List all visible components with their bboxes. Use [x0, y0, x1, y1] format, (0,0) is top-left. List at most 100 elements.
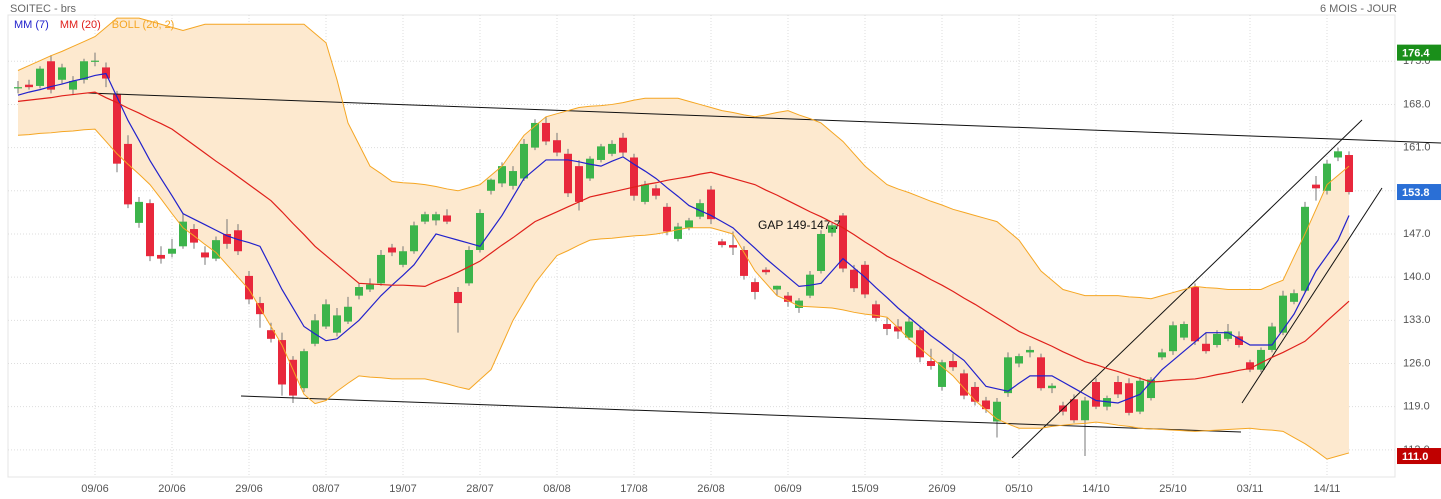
x-tick-label: 14/11: [1314, 483, 1341, 495]
candle-body: [476, 213, 484, 251]
candle-body: [740, 250, 748, 276]
x-tick-label: 06/09: [774, 483, 802, 495]
candle-body: [25, 84, 33, 88]
candle-body: [608, 143, 616, 154]
candle-body: [399, 251, 407, 265]
candle-body: [1114, 382, 1122, 395]
candle-body: [1037, 357, 1045, 389]
candle-body: [553, 140, 561, 153]
legend-entry: MM (7): [14, 19, 49, 31]
candle-body: [685, 220, 693, 228]
candle-body: [1081, 400, 1089, 421]
y-tick-label: 140.0: [1403, 271, 1431, 283]
legend: MM (7) MM (20) BOLL (20, 2): [14, 19, 174, 31]
candle-body: [1334, 151, 1342, 158]
legend-entry: MM (20): [60, 19, 101, 31]
candle-body: [1235, 336, 1243, 345]
candle-body: [1191, 287, 1199, 342]
annotation: GAP 149-147.7: [758, 218, 841, 232]
x-tick-label: 09/06: [81, 483, 109, 495]
candle-body: [498, 166, 506, 184]
candle-body: [520, 143, 528, 179]
candle-body: [124, 143, 132, 205]
candle-body: [542, 122, 550, 142]
x-tick-label: 08/08: [543, 483, 571, 495]
candle-body: [839, 215, 847, 269]
candle-body: [1180, 324, 1188, 338]
candle-body: [817, 233, 825, 271]
candle-body: [597, 146, 605, 160]
candle-body: [894, 326, 902, 332]
y-tick-label: 168.0: [1403, 98, 1431, 110]
candle-body: [344, 306, 352, 322]
candle-body: [410, 225, 418, 252]
candle-body: [201, 252, 209, 258]
candle-body: [586, 158, 594, 179]
candle-body: [575, 166, 583, 202]
candle-body: [927, 361, 935, 366]
candle-body: [1048, 385, 1056, 389]
y-tick-label: 147.0: [1403, 228, 1431, 240]
candle-body: [850, 269, 858, 289]
candle-body: [828, 225, 836, 233]
y-tick-label: 126.0: [1403, 357, 1431, 369]
candle-body: [1147, 379, 1155, 399]
candle-body: [454, 291, 462, 304]
candle-body: [1213, 333, 1221, 345]
candle-body: [377, 254, 385, 284]
price-marker-label: 111.0: [1402, 451, 1428, 463]
candle-body: [267, 330, 275, 339]
moving-average: [17, 72, 1350, 404]
candle-body: [355, 287, 363, 296]
x-tick-label: 26/08: [697, 483, 725, 495]
x-tick-label: 17/08: [620, 483, 648, 495]
candle-body: [1026, 349, 1034, 353]
candle-body: [1279, 295, 1287, 333]
candle-body: [905, 321, 913, 338]
candle-body: [1312, 184, 1320, 189]
candle-body: [1015, 356, 1023, 364]
candle-body: [300, 351, 308, 389]
x-tick-label: 19/07: [389, 483, 417, 495]
axis-layer: 112.0119.0126.0133.0140.0147.0154.0161.0…: [81, 44, 1441, 495]
band-lower: [17, 128, 1350, 460]
y-tick-label: 133.0: [1403, 314, 1431, 326]
candle-body: [487, 179, 495, 191]
candle-body: [1103, 398, 1111, 407]
x-tick-label: 28/07: [466, 483, 494, 495]
candle-body: [949, 361, 957, 368]
candle-body: [289, 359, 297, 396]
candle-body: [1158, 352, 1166, 358]
candle-body: [1268, 326, 1276, 350]
x-tick-label: 26/09: [928, 483, 956, 495]
candle-body: [982, 400, 990, 410]
candle-body: [1092, 382, 1100, 407]
band-upper: [17, 17, 1350, 300]
trend-line: [87, 92, 1441, 144]
candle-body: [531, 122, 539, 148]
candle-body: [102, 67, 110, 79]
candle-body: [1224, 331, 1232, 339]
candle-body: [168, 248, 176, 254]
candle-body: [1301, 206, 1309, 291]
price-marker: [1397, 44, 1441, 61]
candle-body: [861, 264, 869, 295]
price-marker: [1397, 448, 1441, 465]
candle-body: [333, 315, 341, 333]
price-marker: [1397, 184, 1441, 201]
candle-body: [69, 81, 77, 90]
candle-body: [916, 330, 924, 358]
candle-body: [113, 94, 121, 164]
candle-body: [1345, 155, 1353, 193]
x-tick-label: 20/06: [158, 483, 186, 495]
candle-body: [366, 284, 374, 290]
candle-body: [1004, 357, 1012, 394]
trend-line: [240, 395, 1242, 433]
candle-body: [223, 233, 231, 244]
candle-body: [179, 221, 187, 247]
candle-body: [641, 184, 649, 202]
candle-body: [564, 153, 572, 194]
candle-body: [146, 203, 154, 257]
